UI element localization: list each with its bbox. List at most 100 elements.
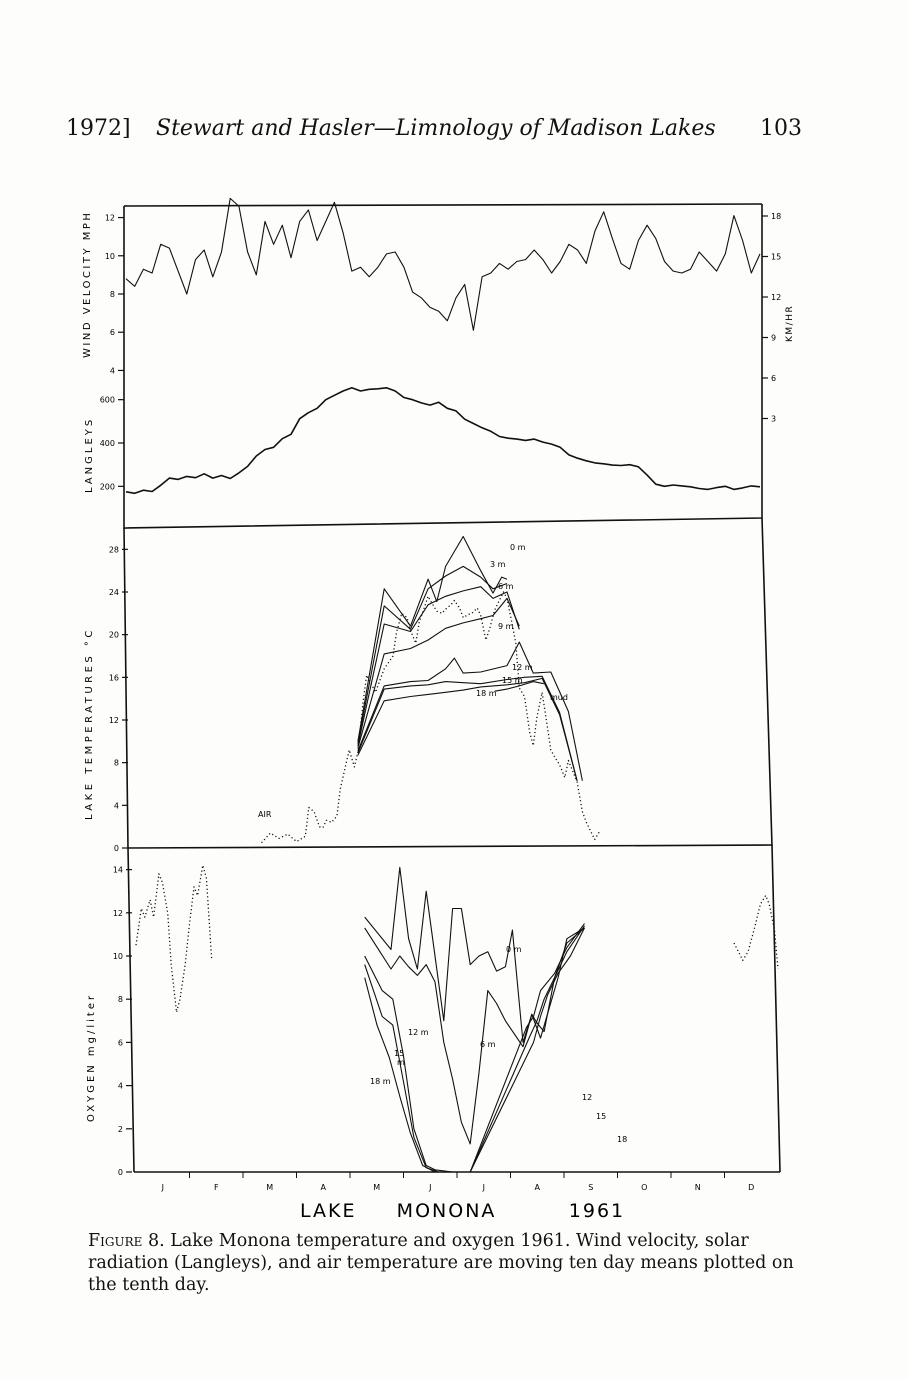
oxy-label-6m: 6 m [480, 1040, 496, 1049]
y-tick-label-right: 9 [771, 334, 776, 343]
oxy-label-18r: 18 [617, 1135, 627, 1144]
journal-year: 1972] [66, 116, 131, 141]
oxy-label-15a: 15 [394, 1049, 404, 1058]
solar-radiation-series-air-oxygen [125, 386, 761, 495]
y-tick-label: 16 [109, 673, 119, 682]
y-tick-label: 200 [100, 482, 115, 491]
lake-temperatures-series-12-m [357, 641, 583, 781]
y-tick-label: 0 [114, 844, 119, 853]
y-tick-label: 4 [110, 366, 115, 375]
oxy-label-15r: 15 [596, 1112, 606, 1121]
lake-temperatures-series-15-m [357, 675, 578, 781]
y-tick-label: 12 [109, 716, 119, 725]
month-label: M [266, 1183, 273, 1192]
y-tick-label-right: 12 [771, 293, 781, 302]
y-tick-label: 10 [113, 952, 123, 961]
month-label: N [695, 1183, 701, 1192]
y-tick-label-right: 18 [771, 212, 781, 221]
figure-frames [123, 203, 781, 1173]
month-label: J [428, 1183, 431, 1192]
oxy-label-15b: m [397, 1058, 405, 1067]
y-tick-label: 20 [109, 631, 119, 640]
top-frame-top [123, 203, 763, 207]
month-label: M [373, 1183, 380, 1192]
y-tick-label: 8 [110, 290, 115, 299]
axis-ticks: 4681012369121518200400600048121620242802… [100, 212, 781, 1177]
caption-text: Lake Monona temperature and oxygen 1961.… [88, 1231, 794, 1295]
oxy-left-axis [127, 847, 135, 1173]
figure-caption: Figure 8. Lake Monona temperature and ox… [88, 1230, 812, 1296]
y-tick-label: 4 [114, 801, 119, 810]
oxy-label-12m: 12 m [408, 1028, 429, 1037]
y-tick-label-right: 3 [771, 415, 776, 424]
page-number: 103 [760, 116, 802, 141]
month-label: O [641, 1183, 647, 1192]
oxygen-series-0-m [364, 866, 585, 1043]
y-tick-label: 400 [100, 439, 115, 448]
caption-lead: Figure 8. [88, 1231, 165, 1251]
lake-temperatures-series-0-m [357, 535, 508, 742]
oxygen-series-air-oxygen [135, 864, 213, 1013]
month-label: A [535, 1183, 541, 1192]
label-12m: 12 m [512, 663, 533, 672]
label-mud: mud [550, 693, 568, 702]
lake-temperatures-series-mud [494, 681, 544, 692]
oxy-label-12r: 12 [582, 1093, 592, 1102]
month-label: A [321, 1183, 327, 1192]
data-series [125, 197, 779, 1173]
temp-zero-line [127, 844, 773, 849]
month-label: J [482, 1183, 485, 1192]
y-tick-label: 4 [118, 1082, 123, 1091]
y-tick-label: 14 [113, 866, 123, 875]
y-tick-label-right: 6 [771, 374, 776, 383]
temp-ylabel: LAKE TEMPERATURES °C [84, 627, 95, 820]
wind-series-air-oxygen [125, 197, 761, 331]
temp-left-axis [123, 527, 129, 849]
wind-ylabel-right: KM/HR [785, 305, 795, 342]
lake-temperatures-series-3-m [357, 565, 508, 744]
series-labels: 0 m 3 m 6 m 9 m 12 m 15 m 18 m mud AIR 0… [258, 543, 627, 1144]
label-3m: 3 m [490, 560, 506, 569]
label-6m: 6 m [498, 582, 514, 591]
oxygen-series-6-m [364, 927, 585, 1145]
label-18m: 18 m [476, 689, 497, 698]
oxygen-ylabel: OXYGEN mg/liter [86, 993, 97, 1122]
y-tick-label: 6 [110, 328, 115, 337]
y-tick-label: 0 [118, 1168, 123, 1177]
temp-right-axis [761, 517, 773, 847]
y-tick-label: 8 [114, 759, 119, 768]
lake-temperatures-series-18-m [357, 677, 578, 781]
label-9m: 9 m [498, 622, 514, 631]
lake-temperatures-series-air [261, 591, 601, 844]
y-tick-label: 24 [109, 588, 119, 597]
oxy-right-axis [771, 844, 781, 1173]
oxy-label-18m: 18 m [370, 1077, 391, 1086]
month-label: J [161, 1183, 164, 1192]
oxygen-series-18-m [364, 927, 585, 1173]
month-label: F [214, 1183, 219, 1192]
langleys-ylabel: LANGLEYS [84, 417, 95, 493]
y-tick-label: 12 [105, 214, 115, 223]
label-air: AIR [258, 810, 272, 819]
y-tick-label: 8 [118, 995, 123, 1004]
figure-footer-title: LAKE MONONA 1961 [300, 1200, 625, 1222]
running-title: Stewart and Hasler—Limnology of Madison … [156, 116, 716, 141]
top-frame [123, 204, 763, 529]
month-label: S [588, 1183, 593, 1192]
lake-temperatures-series-9-m [357, 597, 520, 748]
y-tick-label: 600 [100, 396, 115, 405]
oxygen-series-air-oxygen [733, 894, 779, 970]
lake-temperatures-series-6-m [357, 586, 520, 746]
label-0m: 0 m [510, 543, 526, 552]
label-15m: 15 m [502, 676, 523, 685]
month-label: D [748, 1183, 754, 1192]
wind-ylabel: WIND VELOCITY MPH [82, 211, 93, 358]
y-tick-label-right: 15 [771, 253, 781, 262]
y-tick-label: 10 [105, 252, 115, 261]
y-tick-label: 28 [109, 545, 119, 554]
y-tick-label: 12 [113, 909, 123, 918]
y-tick-label: 6 [118, 1038, 123, 1047]
y-tick-label: 2 [118, 1125, 123, 1134]
